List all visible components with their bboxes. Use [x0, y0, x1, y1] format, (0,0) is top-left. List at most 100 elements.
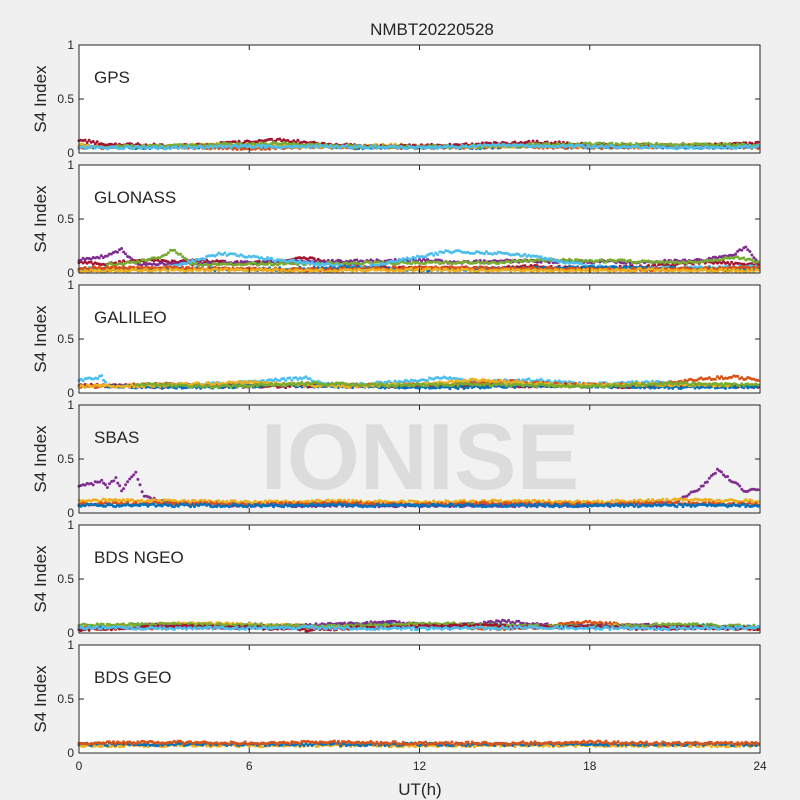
data-point: [278, 137, 282, 141]
data-point: [160, 144, 164, 148]
data-point: [527, 139, 531, 143]
data-point: [223, 251, 227, 255]
data-point: [750, 268, 754, 271]
data-point: [235, 148, 239, 151]
data-point: [312, 257, 316, 261]
data-point: [225, 267, 229, 271]
data-point: [600, 147, 604, 151]
data-point: [555, 141, 559, 145]
data-point: [227, 144, 231, 148]
data-point: [750, 253, 754, 257]
data-point: [296, 138, 300, 142]
data-point: [83, 265, 87, 269]
data-point: [756, 260, 760, 264]
data-point: [261, 143, 265, 147]
data-point: [104, 380, 107, 384]
data-point: [292, 141, 296, 145]
data-point: [509, 261, 513, 265]
data-point: [746, 146, 750, 150]
data-point: [91, 140, 95, 143]
y-tick-label: 0.5: [57, 212, 74, 226]
y-tick-label: 0.5: [57, 92, 74, 106]
data-point: [97, 256, 101, 260]
data-point: [728, 142, 732, 146]
data-point: [85, 141, 89, 144]
data-point: [166, 251, 170, 255]
data-point: [734, 252, 738, 256]
data-point: [513, 140, 517, 144]
data-point: [298, 259, 302, 263]
data-point: [748, 250, 752, 253]
data-point: [231, 140, 235, 144]
data-point: [292, 139, 296, 143]
data-point: [81, 142, 85, 146]
data-point: [602, 141, 606, 145]
data-point: [598, 141, 602, 145]
data-point: [237, 146, 241, 150]
data-point: [166, 269, 170, 273]
data-point: [100, 374, 104, 378]
data-point: [83, 138, 87, 142]
data-point: [284, 379, 288, 383]
data-point: [320, 268, 324, 272]
data-point: [413, 257, 417, 260]
data-point: [270, 256, 273, 260]
data-point: [268, 261, 271, 265]
data-point: [268, 147, 271, 151]
y-axis-label: S4 Index: [31, 65, 50, 133]
data-point: [580, 262, 584, 266]
data-point: [203, 257, 207, 261]
data-point: [191, 269, 194, 273]
data-point: [179, 252, 183, 256]
y-tick-label: 1: [67, 158, 74, 172]
data-point: [120, 247, 124, 250]
figure-title: NMBT20220528: [370, 20, 494, 39]
data-point: [96, 377, 100, 381]
data-point: [756, 144, 760, 148]
data-point: [373, 144, 377, 148]
data-point: [535, 139, 539, 143]
panel-label: GLONASS: [94, 188, 176, 207]
data-point: [199, 142, 203, 146]
data-point: [201, 267, 205, 271]
data-point: [173, 248, 177, 252]
data-point: [229, 261, 233, 265]
data-point: [531, 139, 535, 143]
data-point: [756, 268, 760, 272]
data-point: [124, 252, 128, 256]
data-point: [270, 137, 273, 141]
data-point: [436, 253, 440, 256]
data-point: [432, 253, 436, 257]
data-point: [371, 146, 375, 150]
data-point: [458, 146, 462, 150]
data-point: [367, 146, 371, 150]
data-point: [138, 261, 142, 264]
data-point: [744, 245, 748, 249]
data-point: [112, 267, 115, 271]
plot-area: [79, 45, 760, 153]
data-point: [756, 265, 760, 269]
panel-label: GPS: [94, 68, 130, 87]
data-point: [95, 140, 99, 144]
data-point: [288, 376, 292, 380]
data-point: [280, 142, 284, 146]
data-point: [740, 248, 744, 252]
data-point: [345, 144, 348, 148]
data-point: [93, 142, 97, 146]
y-axis-label: S4 Index: [31, 185, 50, 253]
data-point: [114, 142, 117, 146]
data-point: [158, 143, 162, 147]
data-point: [276, 268, 280, 272]
plot-area: [79, 285, 760, 393]
data-point: [748, 143, 752, 147]
data-point: [116, 250, 119, 254]
data-point: [369, 144, 373, 148]
data-point: [724, 267, 727, 271]
data-point: [409, 267, 413, 271]
data-point: [610, 141, 614, 145]
data-point: [756, 140, 760, 144]
